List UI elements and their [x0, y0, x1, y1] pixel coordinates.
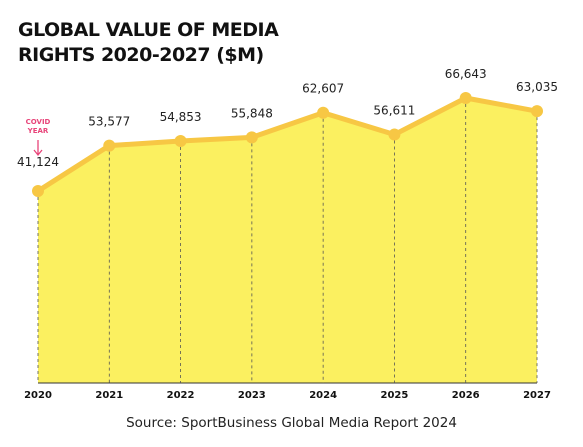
x-tick-label: 2024: [309, 390, 337, 401]
value-label: 62,607: [302, 82, 344, 96]
point: [245, 131, 258, 144]
value-label: 41,124: [17, 155, 59, 169]
source: Source: SportBusiness Global Media Repor…: [126, 415, 457, 431]
value-label: 54,853: [160, 110, 202, 124]
point: [174, 134, 187, 147]
point: [317, 106, 330, 119]
annotation-arrow: [33, 140, 43, 157]
point: [32, 185, 44, 197]
value-label: 55,848: [231, 106, 273, 120]
point: [459, 92, 472, 104]
x-tick-label: 2025: [381, 390, 409, 401]
point: [388, 128, 401, 141]
x-tick-label: 2026: [452, 390, 480, 401]
line: [36, 95, 538, 194]
value-label: 63,035: [516, 80, 558, 94]
area: [38, 98, 537, 383]
point: [103, 139, 116, 152]
value-label: 66,643: [445, 67, 487, 81]
point: [531, 105, 543, 118]
x-tick-label: 2021: [95, 390, 123, 401]
x-tick-label: 2020: [24, 390, 52, 401]
value-label: 56,611: [373, 104, 415, 118]
x-tick-label: 2022: [167, 390, 195, 401]
x-tick-label: 2023: [238, 390, 266, 401]
annotation: COVID YEAR: [25, 118, 51, 135]
x-tick-label: 2027: [523, 390, 551, 401]
value-label: 53,577: [88, 115, 130, 129]
chart-title: GLOBAL VALUE OF MEDIA RIGHTS 2020-2027 (…: [18, 19, 279, 66]
